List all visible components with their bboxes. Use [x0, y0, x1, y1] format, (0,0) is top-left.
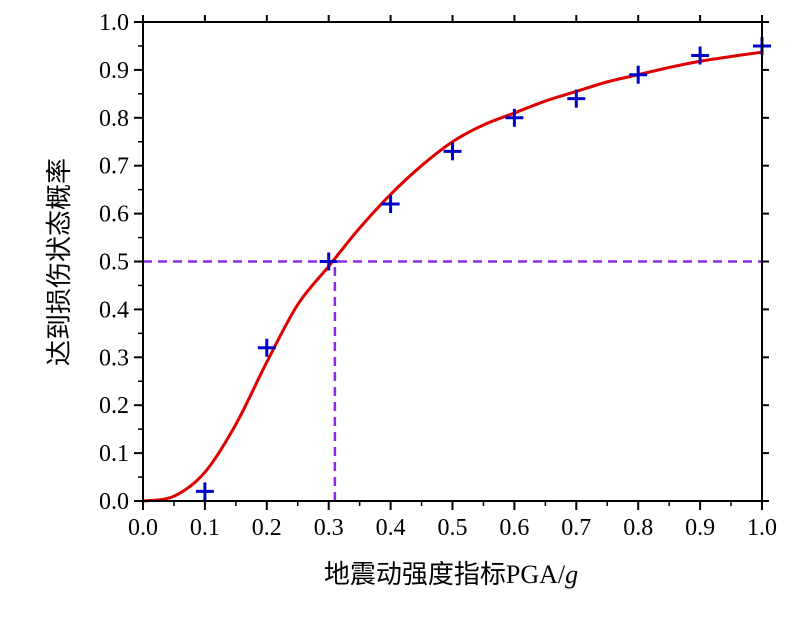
y-tick-label: 0.5: [99, 250, 129, 276]
x-tick-label: 1.0: [747, 515, 777, 541]
x-tick-label: 0.6: [499, 515, 529, 541]
y-tick-label: 0.7: [99, 154, 129, 180]
x-tick-label: 0.5: [438, 515, 468, 541]
fitted-curve-line: [143, 52, 762, 501]
x-tick-label: 0.7: [561, 515, 591, 541]
y-tick-label: 0.0: [99, 489, 129, 515]
x-axis-title: 地震动强度指标PGA/g: [324, 560, 578, 589]
y-tick-label: 0.1: [99, 441, 129, 467]
y-tick-label: 0.9: [99, 58, 129, 84]
y-tick-label: 0.4: [99, 297, 129, 323]
x-tick-label: 0.9: [685, 515, 715, 541]
data-point-marker: [629, 66, 647, 84]
x-tick-label: 0.0: [128, 515, 158, 541]
data-point-marker: [258, 339, 276, 357]
x-tick-label: 0.2: [252, 515, 282, 541]
fitted-curve-layer: [143, 52, 762, 501]
y-tick-label: 1.0: [99, 10, 129, 36]
y-tick-label: 0.8: [99, 106, 129, 132]
axes-layer: 0.0 0.1 0.2 0.3 0.4 0.5 0.6 0.7 0.8 0.9 1.0 0.0 0.1 0…: [99, 10, 777, 541]
data-points-layer: [196, 37, 771, 500]
data-point-marker: [382, 195, 400, 213]
y-tick-label: 0.2: [99, 393, 129, 419]
x-tick-label: 0.8: [623, 515, 653, 541]
y-axis-title: 达到损伤状态概率: [45, 158, 74, 366]
x-tick-label: 0.3: [314, 515, 344, 541]
reference-lines: [143, 262, 762, 502]
x-tick-label: 0.4: [376, 515, 406, 541]
y-tick-label: 0.3: [99, 345, 129, 371]
data-point-marker: [196, 482, 214, 500]
y-tick-label: 0.6: [99, 202, 129, 228]
x-tick-label: 0.1: [190, 515, 220, 541]
